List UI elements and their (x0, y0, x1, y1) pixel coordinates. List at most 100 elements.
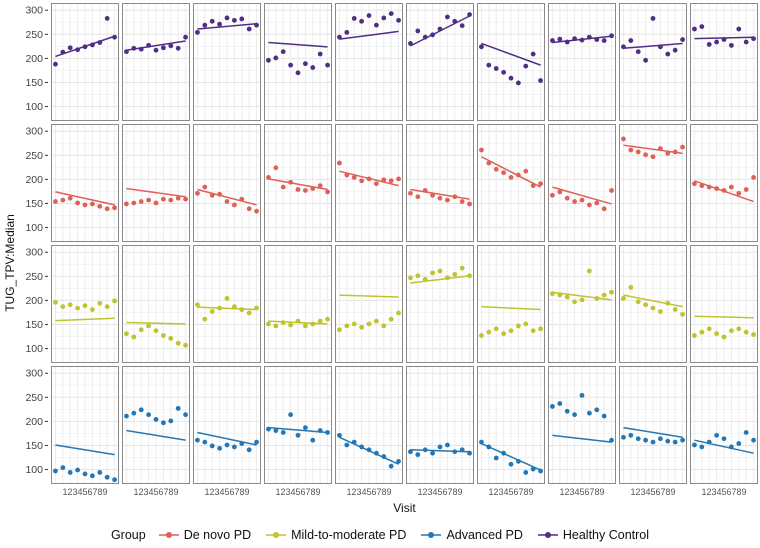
data-point (486, 444, 492, 450)
facet-panel-r0-c8 (619, 3, 687, 121)
legend-item-0: De novo PD (158, 528, 251, 542)
data-point (692, 181, 697, 187)
data-point (310, 437, 316, 443)
data-point (254, 208, 259, 214)
data-point (743, 187, 749, 192)
data-point (665, 150, 671, 156)
data-point (586, 202, 592, 208)
data-point (657, 309, 663, 314)
data-point (124, 201, 129, 207)
facet-panel-r2-c3 (264, 245, 332, 363)
data-point (728, 444, 734, 450)
data-point (325, 189, 330, 195)
data-point (650, 439, 656, 445)
svg-text:200: 200 (25, 174, 43, 186)
data-point (351, 439, 357, 445)
data-point (273, 55, 279, 61)
data-point (550, 291, 555, 297)
svg-text:150: 150 (25, 319, 43, 331)
data-point (415, 194, 421, 200)
data-point (273, 323, 279, 329)
data-point (486, 160, 492, 166)
facet-panel-r2-c2 (193, 245, 261, 363)
data-point (153, 417, 159, 422)
data-point (239, 196, 245, 202)
data-point (467, 273, 472, 279)
data-point (501, 450, 507, 456)
trend-line (481, 305, 541, 311)
data-point (657, 44, 663, 50)
data-point (430, 450, 436, 456)
data-point (501, 69, 507, 75)
data-point (751, 175, 756, 180)
data-point (60, 49, 66, 55)
data-point (479, 147, 484, 153)
data-point (538, 326, 543, 332)
data-point (388, 463, 394, 469)
facet-panel-r3-c8 (619, 366, 687, 484)
data-point (254, 22, 259, 28)
data-point (628, 432, 634, 438)
legend-key-icon (537, 532, 558, 538)
data-point (572, 199, 578, 204)
data-point (743, 39, 749, 45)
data-point (280, 320, 286, 325)
data-point (153, 47, 159, 53)
data-point (672, 307, 678, 312)
data-point (650, 16, 656, 21)
facet-panel-r2-c6 (477, 245, 545, 363)
data-point (579, 392, 585, 398)
data-point (706, 326, 712, 332)
data-point (508, 75, 514, 81)
data-point (550, 192, 555, 198)
data-point (89, 307, 95, 312)
data-point (721, 436, 727, 442)
data-point (609, 188, 614, 193)
data-point (373, 22, 379, 28)
svg-text:100: 100 (25, 464, 43, 476)
data-point (579, 37, 585, 43)
data-point (388, 178, 394, 184)
data-point (415, 452, 421, 458)
data-point (672, 149, 678, 155)
data-point (493, 66, 499, 71)
data-point (131, 200, 137, 206)
data-point (721, 37, 727, 43)
data-point (721, 188, 727, 193)
data-point (160, 196, 166, 202)
trend-line (197, 22, 257, 30)
data-point (317, 51, 323, 57)
data-point (246, 310, 252, 316)
data-point (564, 408, 570, 414)
data-point (366, 321, 372, 327)
x-tick-labels-c8: 123456789 (630, 487, 676, 497)
data-point (325, 316, 330, 322)
data-point (266, 321, 271, 327)
facet-panel-r3-c2 (193, 366, 261, 484)
data-point (699, 183, 705, 189)
data-point (124, 413, 129, 419)
data-point (209, 443, 215, 449)
data-point (266, 57, 271, 63)
data-point (288, 62, 294, 68)
data-point (579, 197, 585, 203)
data-point (736, 441, 742, 446)
data-point (131, 410, 137, 416)
data-point (366, 447, 372, 453)
data-point (422, 188, 428, 193)
data-point (699, 444, 705, 450)
data-point (359, 18, 365, 24)
data-point (175, 45, 181, 51)
legend: Group De novo PD Mild-to-moderate PD Advan… (2, 522, 758, 546)
data-point (67, 302, 73, 308)
data-point (408, 449, 413, 455)
data-point (721, 334, 727, 340)
data-point (621, 296, 626, 301)
data-point (131, 45, 137, 51)
facet-panel-r0-c6 (477, 3, 545, 121)
data-point (493, 455, 499, 461)
data-point (183, 196, 188, 202)
data-point (67, 470, 73, 475)
data-point (317, 183, 323, 189)
data-point (635, 436, 641, 442)
